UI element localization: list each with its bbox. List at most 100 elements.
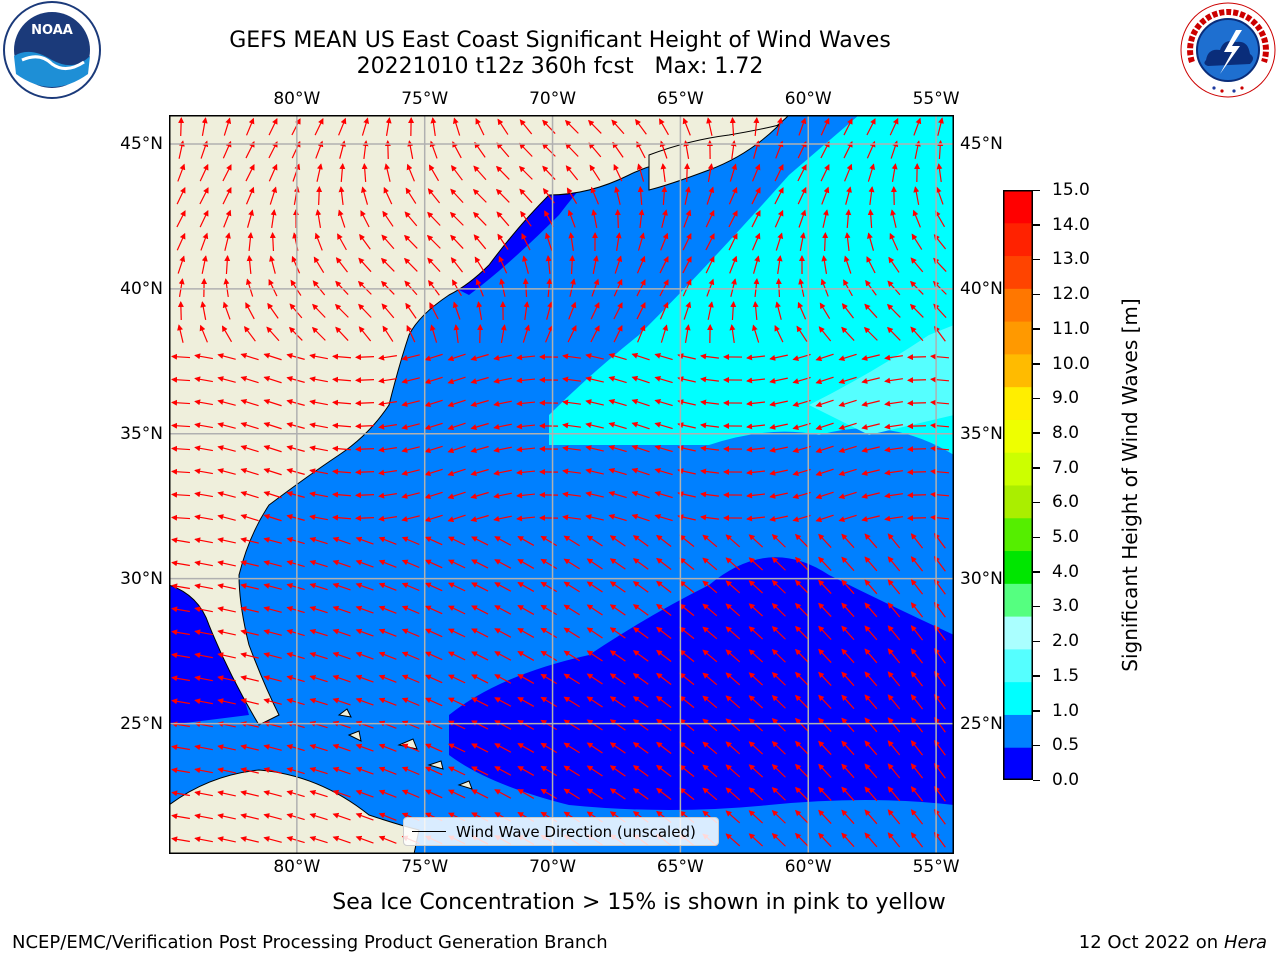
wind-wave-arrow (517, 789, 535, 799)
wind-wave-arrow (378, 651, 397, 660)
wind-wave-arrow (771, 718, 786, 732)
wind-wave-arrow (797, 301, 807, 320)
wind-wave-arrow (794, 763, 809, 778)
wind-wave-arrow (245, 117, 255, 136)
sea-ice-note: Sea Ice Concentration > 15% is shown in … (332, 890, 946, 915)
wind-wave-arrow (521, 233, 531, 251)
wind-wave-arrow (705, 233, 715, 251)
wind-wave-arrow (702, 580, 718, 594)
colorbar-tick-label: 15.0 (1052, 180, 1090, 200)
wind-wave-arrow (771, 580, 786, 594)
wind-wave-arrow (586, 719, 603, 731)
wind-wave-arrow (171, 376, 191, 383)
wind-wave-arrow (171, 537, 190, 544)
wind-wave-arrow (632, 742, 649, 754)
wind-wave-arrow (358, 257, 372, 273)
wind-wave-arrow (378, 582, 397, 591)
wind-wave-arrow (240, 398, 259, 407)
wind-wave-arrow (378, 674, 397, 683)
wind-wave-arrow (452, 279, 462, 297)
wind-wave-arrow (335, 280, 349, 295)
wind-wave-arrow (798, 209, 807, 228)
wind-wave-arrow (631, 490, 650, 499)
wind-wave-arrow (355, 423, 375, 430)
wind-wave-arrow (309, 605, 328, 614)
wind-wave-arrow (748, 833, 764, 847)
wind-wave-arrow (654, 490, 673, 499)
wind-wave-arrow (424, 605, 443, 615)
wind-wave-arrow (424, 559, 443, 569)
wind-wave-arrow (475, 278, 484, 297)
wind-wave-arrow (568, 301, 577, 320)
wind-wave-arrow (471, 536, 489, 546)
wind-wave-arrow (447, 445, 466, 454)
wind-wave-arrow (171, 790, 190, 797)
wind-wave-arrow (517, 605, 535, 615)
wind-wave-arrow (403, 257, 418, 272)
wind-wave-arrow (887, 671, 901, 687)
wind-wave-arrow (286, 514, 305, 521)
wind-wave-arrow (608, 421, 627, 430)
wind-wave-arrow (707, 301, 714, 320)
wind-wave-arrow (427, 188, 441, 204)
wind-wave-arrow (355, 697, 374, 706)
wind-wave-arrow (517, 766, 535, 776)
wind-wave-arrow (424, 399, 443, 408)
wind-wave-arrow (447, 743, 466, 753)
wind-wave-arrow (540, 742, 558, 754)
wind-wave-arrow (771, 810, 786, 824)
wind-wave-arrow (679, 649, 695, 663)
wind-wave-arrow (263, 513, 282, 522)
wind-wave-arrow (171, 836, 190, 843)
wind-wave-arrow (171, 583, 190, 590)
wind-wave-arrow (563, 719, 580, 731)
wind-wave-arrow (286, 399, 305, 406)
wind-wave-arrow (312, 303, 326, 318)
wind-wave-arrow (794, 579, 809, 594)
wind-wave-arrow (930, 376, 950, 383)
colorbar-tick-mark (1033, 744, 1040, 747)
colorbar-tick-label: 11.0 (1052, 318, 1090, 339)
wind-wave-arrow (545, 255, 552, 275)
wind-wave-arrow (659, 279, 669, 297)
wind-wave-arrow (586, 696, 603, 708)
wind-wave-arrow (562, 376, 582, 383)
wind-wave-arrow (355, 492, 375, 499)
wind-wave-arrow (286, 628, 305, 637)
wave-field-1-0-1-5m (549, 115, 954, 455)
wind-wave-arrow (586, 558, 603, 570)
wind-wave-arrow (424, 674, 443, 684)
wind-wave-arrow (609, 742, 626, 754)
wind-wave-arrow (452, 301, 461, 320)
wind-wave-arrow (565, 165, 579, 181)
noaa-logo-icon: NOAA (3, 1, 101, 99)
wind-wave-arrow (818, 625, 832, 640)
wind-wave-arrow (470, 399, 489, 407)
wind-wave-arrow (585, 376, 604, 383)
wind-wave-arrow (911, 233, 923, 250)
wind-wave-arrow (632, 604, 649, 616)
wind-wave-arrow (378, 423, 397, 430)
wind-wave-arrow (378, 743, 397, 752)
wind-wave-arrow (334, 303, 349, 318)
wind-wave-arrow (217, 491, 236, 498)
wind-wave-arrow (355, 743, 374, 752)
wind-wave-arrow (404, 280, 418, 296)
wind-wave-arrow (588, 142, 602, 158)
wind-wave-arrow (516, 400, 536, 407)
wind-wave-arrow (864, 694, 878, 710)
wind-wave-arrow (632, 535, 649, 547)
wind-wave-arrow (910, 832, 924, 848)
wind-wave-arrow (240, 813, 259, 820)
wind-wave-arrow (910, 694, 924, 710)
wind-wave-arrow (863, 326, 878, 341)
wind-wave-arrow (585, 445, 604, 452)
wind-wave-arrow (194, 491, 213, 498)
lon-tick-label: 80°W (273, 89, 321, 109)
wind-wave-arrow (751, 232, 761, 251)
wind-wave-arrow (775, 232, 784, 251)
wind-wave-arrow (637, 186, 644, 206)
wind-wave-arrow (316, 163, 323, 182)
wind-wave-arrow (540, 581, 558, 593)
wind-wave-arrow (518, 165, 533, 180)
